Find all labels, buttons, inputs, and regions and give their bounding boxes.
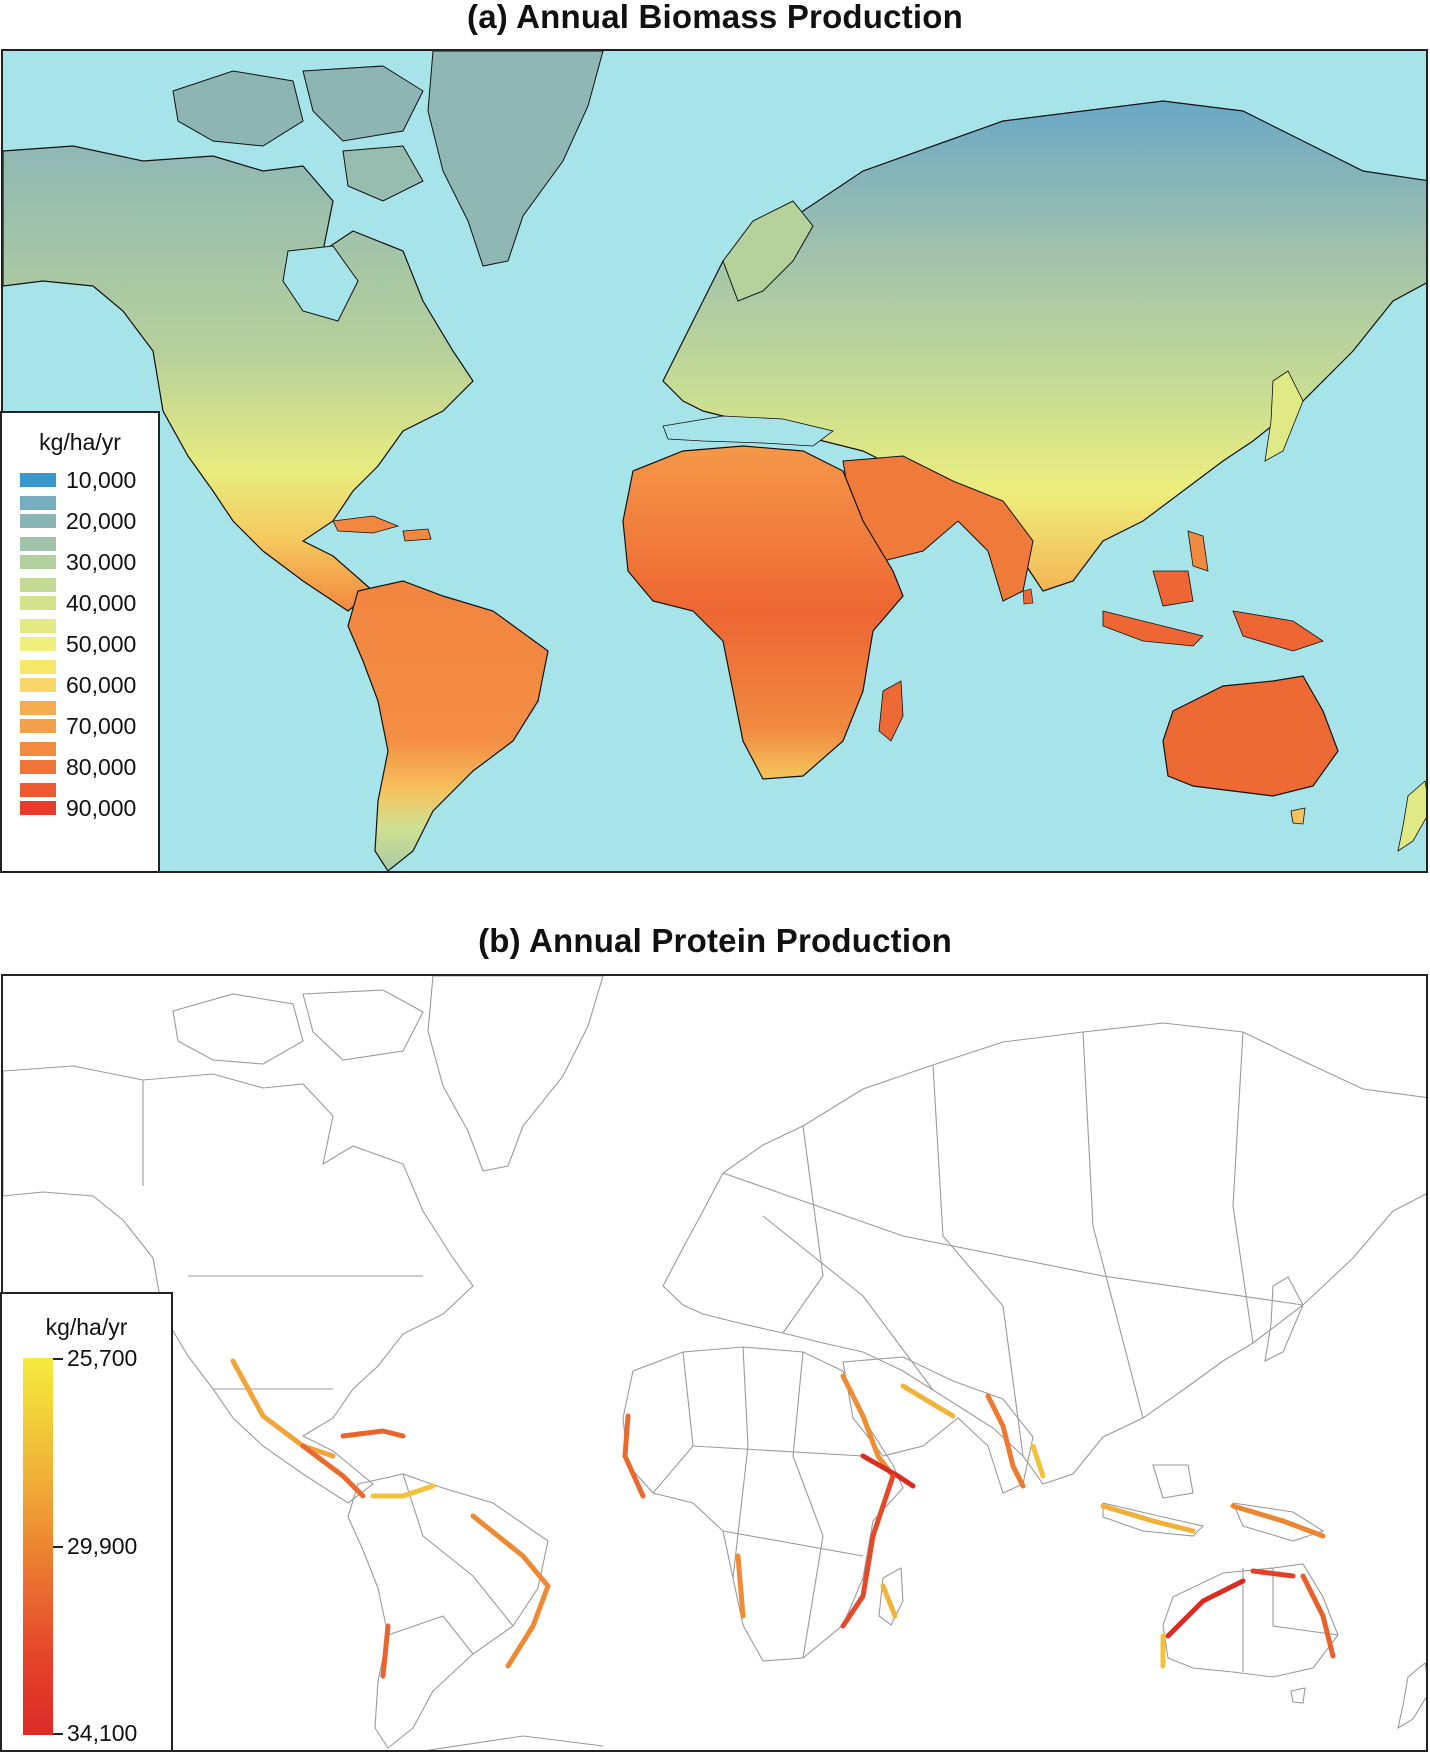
panel-a-title: (a) Annual Biomass Production	[467, 0, 963, 35]
protein-legend-tick-label: 34,100	[67, 1720, 138, 1746]
protein-legend-gradient	[23, 1358, 53, 1735]
biomass-legend-label: 40,000	[66, 590, 137, 616]
protein-map-outlines	[3, 976, 1426, 1750]
legend-swatch	[20, 537, 56, 551]
biomass-map	[1, 49, 1428, 873]
protein-map	[1, 974, 1428, 1752]
biomass-legend-label: 20,000	[66, 508, 137, 534]
legend-swatch	[20, 678, 56, 692]
biomass-legend-unit: kg/ha/yr	[39, 429, 121, 455]
biomass-legend-label: 10,000	[66, 467, 137, 493]
biomass-legend-label: 90,000	[66, 795, 137, 821]
biomass-legend-label: 70,000	[66, 713, 137, 739]
biomass-map-land	[3, 51, 1426, 871]
biomass-legend-label: 50,000	[66, 631, 137, 657]
protein-legend-tick-label: 29,900	[67, 1532, 138, 1559]
legend-swatch	[20, 701, 56, 715]
legend-swatch	[20, 637, 56, 651]
legend-swatch	[20, 596, 56, 610]
biomass-legend: kg/ha/yr 10,000 20,000 30,000 40,000 50,000 6…	[0, 411, 160, 873]
protein-legend-tick	[53, 1545, 63, 1548]
protein-legend-tick	[53, 1358, 63, 1360]
biomass-legend-label: 30,000	[66, 549, 137, 575]
legend-swatch	[20, 660, 56, 674]
legend-swatch	[20, 514, 56, 528]
legend-swatch	[20, 496, 56, 510]
legend-swatch	[20, 801, 56, 815]
legend-swatch	[20, 619, 56, 633]
protein-legend-tick-label: 25,700	[67, 1345, 138, 1371]
legend-swatch	[20, 742, 56, 756]
protein-legend-unit: kg/ha/yr	[45, 1314, 128, 1340]
protein-legend: kg/ha/yr 25,700 29,900 34,100	[0, 1292, 173, 1752]
biomass-legend-label: 80,000	[66, 754, 137, 780]
biomass-legend-label: 60,000	[66, 672, 137, 698]
legend-swatch	[20, 783, 56, 797]
legend-swatch	[20, 555, 56, 569]
legend-swatch	[20, 719, 56, 733]
legend-swatch	[20, 578, 56, 592]
protein-legend-tick	[53, 1733, 63, 1735]
legend-swatch	[20, 473, 56, 487]
panel-b-title: (b) Annual Protein Production	[478, 922, 952, 959]
legend-swatch	[20, 760, 56, 774]
